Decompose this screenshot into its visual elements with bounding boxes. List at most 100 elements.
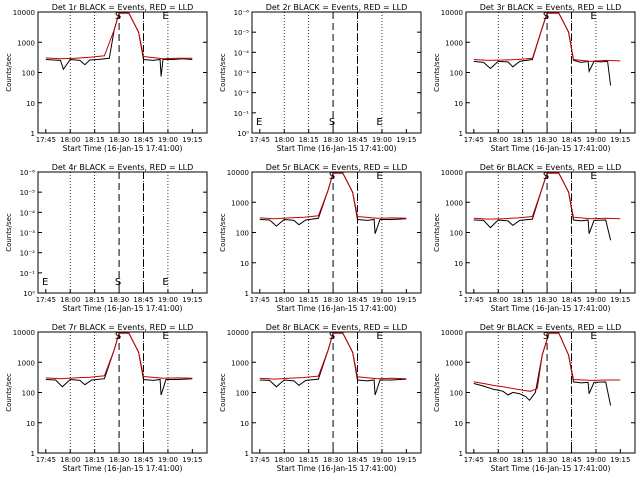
y-tick-label: 10 bbox=[454, 420, 463, 428]
panel-title: Det 2r BLACK = Events, RED = LLD bbox=[266, 3, 408, 12]
y-tick-label: 10 bbox=[454, 100, 463, 108]
x-tick-label: 19:15 bbox=[396, 136, 416, 144]
y-tick-label: 1000 bbox=[17, 39, 35, 47]
x-axis-label: Start Time (16-Jan-15 17:41:00) bbox=[63, 464, 183, 473]
panel-title: Det 8r BLACK = Events, RED = LLD bbox=[266, 323, 408, 332]
series-lld-line bbox=[473, 332, 621, 392]
start-marker-label: S bbox=[329, 171, 335, 182]
panel-det-3: Det 3r BLACK = Events, RED = LLD 1 10 100 10… bbox=[433, 3, 636, 153]
end-marker-label: E bbox=[376, 117, 382, 128]
x-axis-label: Start Time (16-Jan-15 17:41:00) bbox=[277, 304, 397, 313]
x-tick-label: 18:00 bbox=[274, 456, 294, 464]
y-tick-label: 10 bbox=[26, 420, 35, 428]
plot-frame bbox=[37, 331, 208, 454]
y-tick-label: 1 bbox=[245, 290, 249, 298]
x-axis-label: Start Time (16-Jan-15 17:41:00) bbox=[491, 304, 611, 313]
x-tick-label: 17:45 bbox=[464, 456, 484, 464]
start-marker-label: S bbox=[115, 331, 121, 342]
panel-title: Det 9r BLACK = Events, RED = LLD bbox=[480, 323, 622, 332]
y-axis-label: Counts/sec bbox=[5, 373, 13, 412]
x-tick-label: 18:15 bbox=[513, 456, 533, 464]
x-tick-label: 18:15 bbox=[85, 136, 105, 144]
x-tick-label: 17:45 bbox=[36, 296, 56, 304]
y-tick-label: 10000 bbox=[13, 9, 35, 17]
x-tick-label: 19:15 bbox=[182, 136, 202, 144]
x-tick-label: 17:45 bbox=[36, 456, 56, 464]
x-axis-label: Start Time (16-Jan-15 17:41:00) bbox=[63, 304, 183, 313]
y-tick-label: 1000 bbox=[445, 359, 463, 367]
end-marker-label: E bbox=[590, 11, 596, 22]
y-axis-label: Counts/sec bbox=[219, 53, 227, 92]
panel-det-4: Det 4r BLACK = Events, RED = LLD 10⁻⁶ 10⁻⁵… bbox=[5, 163, 208, 313]
y-tick-label: 10000 bbox=[441, 169, 463, 177]
end-marker-label-left: E bbox=[256, 117, 262, 128]
y-tick-label: 1 bbox=[459, 290, 463, 298]
y-tick-label: 100 bbox=[450, 230, 463, 238]
x-tick-label: 19:00 bbox=[372, 296, 392, 304]
y-tick-label: 10⁰ bbox=[237, 130, 249, 138]
panel-title: Det 4r BLACK = Events, RED = LLD bbox=[52, 163, 194, 172]
plot-frame bbox=[465, 171, 636, 294]
x-tick-label: 18:15 bbox=[299, 296, 319, 304]
plot-frame bbox=[251, 331, 422, 454]
panel-det-7: Det 7r BLACK = Events, RED = LLD 1 10 100 10… bbox=[5, 323, 208, 473]
plot-frame bbox=[251, 171, 422, 294]
y-axis-label: Counts/sec bbox=[219, 373, 227, 412]
y-tick-label: 10000 bbox=[227, 169, 249, 177]
x-tick-label: 18:00 bbox=[60, 456, 80, 464]
y-axis-label: Counts/sec bbox=[433, 53, 441, 92]
y-tick-label: 1000 bbox=[231, 199, 249, 207]
y-tick-label: 10 bbox=[26, 100, 35, 108]
y-tick-label: 10⁻² bbox=[234, 90, 250, 98]
y-tick-label: 1 bbox=[245, 450, 249, 458]
x-axis-label: Start Time (16-Jan-15 17:41:00) bbox=[63, 144, 183, 153]
x-tick-label: 18:00 bbox=[60, 296, 80, 304]
end-marker-label: E bbox=[590, 331, 596, 342]
panel-title: Det 1r BLACK = Events, RED = LLD bbox=[52, 3, 194, 12]
plot-frame bbox=[37, 171, 208, 294]
x-tick-label: 18:15 bbox=[299, 136, 319, 144]
x-tick-label: 19:00 bbox=[586, 296, 606, 304]
x-tick-label: 18:45 bbox=[347, 296, 367, 304]
x-tick-label: 18:00 bbox=[488, 136, 508, 144]
series-lld-line bbox=[45, 332, 193, 380]
x-tick-label: 18:30 bbox=[323, 136, 343, 144]
x-tick-label: 18:45 bbox=[347, 456, 367, 464]
y-tick-label: 100 bbox=[22, 390, 35, 398]
y-tick-label: 10⁻¹ bbox=[234, 110, 250, 118]
series-lld-line bbox=[473, 12, 621, 62]
x-tick-label: 18:45 bbox=[561, 456, 581, 464]
x-tick-label: 19:00 bbox=[158, 136, 178, 144]
y-tick-label: 1000 bbox=[445, 199, 463, 207]
y-tick-label: 1 bbox=[459, 450, 463, 458]
series-events-line bbox=[473, 332, 612, 406]
y-tick-label: 1000 bbox=[17, 359, 35, 367]
y-tick-label: 10⁻⁵ bbox=[234, 29, 250, 37]
end-marker-label: E bbox=[162, 331, 168, 342]
x-tick-label: 18:30 bbox=[323, 296, 343, 304]
end-marker-label-left: E bbox=[42, 277, 48, 288]
y-tick-label: 100 bbox=[450, 70, 463, 78]
end-marker-label: E bbox=[162, 277, 168, 288]
y-tick-label: 100 bbox=[236, 390, 249, 398]
end-marker-label: E bbox=[162, 11, 168, 22]
x-tick-label: 19:15 bbox=[610, 296, 630, 304]
y-axis-label: Counts/sec bbox=[219, 213, 227, 252]
x-tick-label: 18:30 bbox=[537, 456, 557, 464]
panel-det-1: Det 1r BLACK = Events, RED = LLD 1 10 100 10… bbox=[5, 3, 208, 153]
x-tick-label: 17:45 bbox=[36, 136, 56, 144]
y-axis-label: Counts/sec bbox=[5, 53, 13, 92]
x-tick-label: 18:00 bbox=[488, 456, 508, 464]
x-tick-label: 18:30 bbox=[323, 456, 343, 464]
x-tick-label: 18:15 bbox=[513, 296, 533, 304]
plot-frame bbox=[37, 11, 208, 134]
end-marker-label: E bbox=[590, 171, 596, 182]
y-tick-label: 10 bbox=[454, 260, 463, 268]
x-tick-label: 19:15 bbox=[182, 456, 202, 464]
x-tick-label: 18:30 bbox=[109, 456, 129, 464]
y-axis-label: Counts/sec bbox=[433, 213, 441, 252]
y-tick-label: 10 bbox=[240, 260, 249, 268]
x-tick-label: 18:00 bbox=[274, 296, 294, 304]
x-tick-label: 18:15 bbox=[85, 296, 105, 304]
